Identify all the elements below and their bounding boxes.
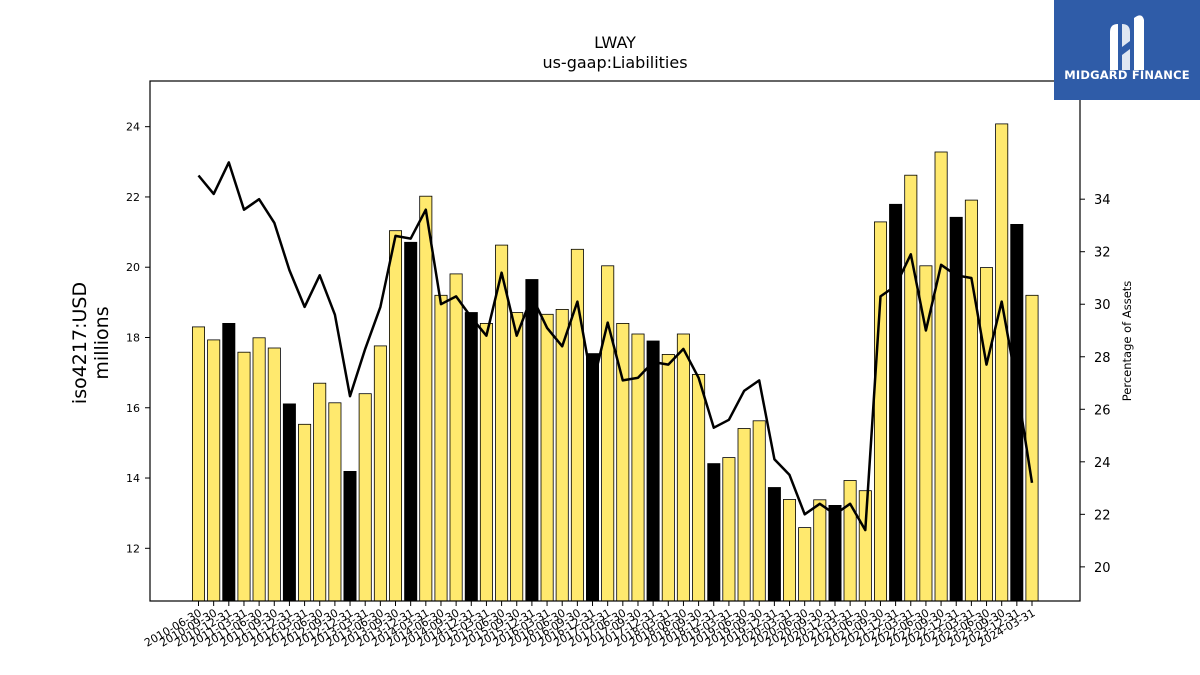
bar (510, 312, 524, 602)
bar (692, 373, 706, 602)
bar (707, 463, 721, 602)
chart-title: LWAY (594, 33, 636, 52)
bar (404, 241, 418, 602)
y-tick-label: 14 (126, 472, 140, 485)
bar (889, 203, 903, 602)
bar (207, 339, 221, 602)
bar (282, 403, 296, 602)
y-tick-label: 20 (126, 261, 140, 274)
y2-tick-label: 34 (1094, 193, 1111, 208)
bar (722, 457, 736, 602)
bar (646, 340, 660, 602)
bar (298, 423, 312, 602)
bar (752, 420, 766, 602)
bar (767, 487, 781, 602)
bar (388, 230, 402, 602)
bar (358, 393, 372, 602)
bar (843, 480, 857, 602)
y-tick-label: 16 (126, 402, 140, 415)
bar (540, 313, 554, 602)
x-axis-ticks: 2010-06-302010-09-302010-12-312011-03-31… (142, 601, 1038, 650)
y-axis-label-line: millions (91, 306, 113, 379)
y-axis-ticks: 12 14 16 18 20 22 24 (126, 121, 150, 555)
bar (980, 267, 994, 602)
bar (601, 265, 615, 602)
bar (904, 174, 918, 602)
bar (373, 345, 387, 602)
chart-subtitle: us-gaap:Liabilities (542, 53, 687, 72)
bar (813, 499, 827, 602)
bar (828, 504, 842, 602)
bar (737, 428, 751, 602)
logo-mark-icon (1110, 15, 1144, 70)
bar (555, 308, 569, 602)
y2-axis-label: Percentage of Assets (1120, 281, 1134, 402)
y2-tick-label: 20 (1094, 561, 1111, 576)
bar (798, 527, 812, 602)
brand-logo: MIDGARD FINANCE (1054, 0, 1200, 100)
bar (434, 294, 448, 602)
bar (874, 221, 888, 602)
y-tick-label: 18 (126, 331, 140, 344)
bar (525, 279, 539, 602)
y-tick-label: 12 (126, 542, 140, 555)
percentage-of-assets-line (197, 161, 1034, 532)
y2-tick-label: 22 (1094, 508, 1111, 523)
bar (995, 123, 1009, 602)
y-tick-label: 22 (126, 191, 140, 204)
bar (586, 353, 600, 602)
bar (237, 351, 251, 602)
bar (267, 347, 281, 602)
bar (934, 151, 948, 602)
y2-tick-label: 32 (1094, 246, 1111, 261)
bar (495, 244, 509, 602)
bar (419, 195, 433, 602)
bar (858, 490, 872, 602)
logo-text: MIDGARD FINANCE (1064, 68, 1190, 82)
bar (328, 402, 342, 602)
y2-tick-label: 26 (1094, 403, 1111, 418)
bar (191, 326, 205, 602)
bar (464, 312, 478, 602)
bar (964, 199, 978, 602)
bar (313, 382, 327, 602)
y-axis-label-line: iso4217:USD (69, 282, 91, 404)
bar (661, 353, 675, 602)
bar (479, 322, 493, 602)
bar (343, 470, 357, 602)
y2-tick-label: 24 (1094, 456, 1111, 471)
bar (449, 273, 463, 602)
bar (676, 333, 690, 602)
y2-tick-label: 28 (1094, 351, 1111, 366)
bar (252, 337, 266, 602)
y2-axis-ticks: 20 22 24 26 28 30 32 34 (1080, 193, 1111, 576)
bar (783, 499, 797, 602)
bar (222, 322, 236, 602)
plot-frame (149, 80, 1081, 602)
y-axis-label: iso4217:USDmillions (69, 282, 113, 404)
bars-group (191, 123, 1039, 602)
y2-tick-label: 30 (1094, 298, 1111, 313)
y-tick-label: 24 (126, 121, 140, 134)
